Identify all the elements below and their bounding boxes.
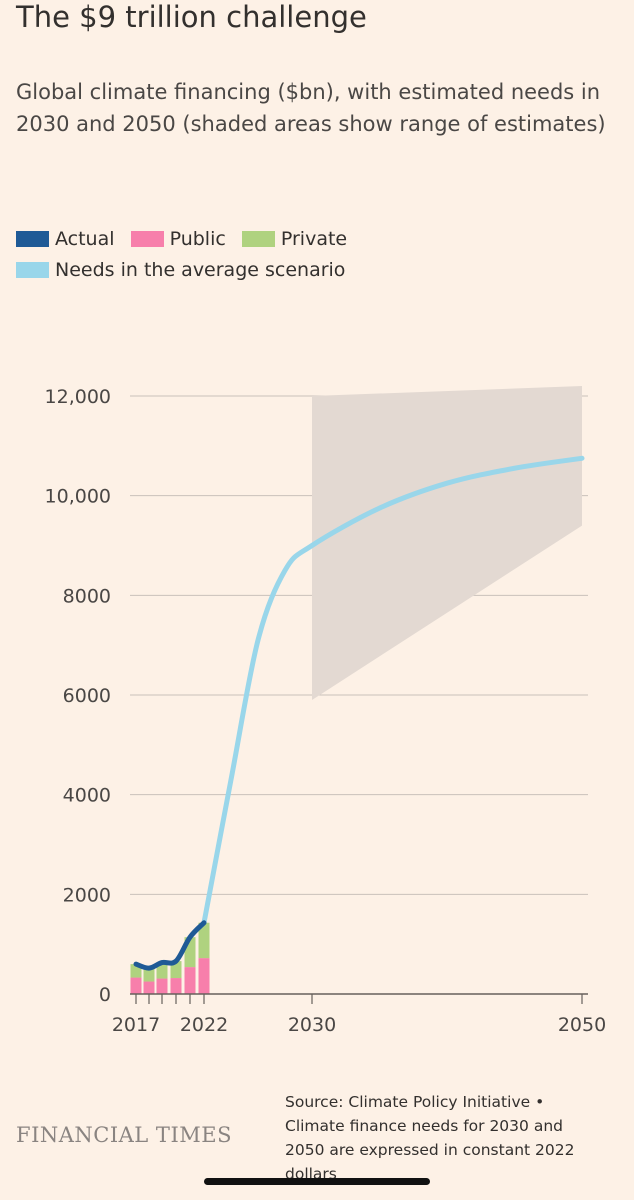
y-tick-label: 4000 [63,785,111,807]
chart-subtitle: Global climate financing ($bn), with est… [16,80,606,136]
legend-needs-label: Needs in the average scenario [55,259,346,281]
series-line-needs [201,455,585,926]
bar-public [170,978,182,994]
bar-private [184,937,196,968]
legend-row-1: Actual Public Private [16,228,357,252]
x-tick-label: 2050 [558,1014,606,1036]
bar-public [143,981,155,994]
source-note: Source: Climate Policy Initiative • Clim… [285,1093,575,1183]
legend-row-2: Needs in the average scenario [16,259,355,283]
legend-private: Private [241,228,348,250]
chart-title: The $9 trillion challenge [16,0,367,34]
x-tick-label: 2022 [180,1014,228,1036]
bar-private [170,961,182,979]
bar-private [156,962,168,979]
bar-private [198,922,210,959]
ft-logo: FINANCIAL TIMES [16,1123,232,1147]
x-tick-label: 2017 [112,1014,160,1036]
y-tick-label: 6000 [63,685,111,707]
bar-public [156,978,168,994]
range-band [312,386,582,700]
bar-public [130,977,142,994]
legend-actual-label: Actual [55,228,115,250]
legend-actual-swatch [16,231,49,247]
legend-public-label: Public [169,228,226,250]
bar-private [130,964,142,978]
legend-private-label: Private [280,228,348,250]
legend-public-swatch [130,231,164,247]
y-tick-label: 0 [99,984,111,1006]
legend-needs-swatch [16,262,49,278]
bar-public [184,967,196,994]
bar-private [143,968,155,982]
y-tick-label: 2000 [63,884,111,906]
y-tick-label: 10,000 [45,486,111,508]
x-tick-label: 2030 [288,1014,336,1036]
y-tick-label: 12,000 [45,386,111,408]
legend-public: Public [130,228,226,250]
bar-public [198,958,210,994]
legend-actual: Actual [16,228,115,250]
legend-needs: Needs in the average scenario [16,259,345,281]
legend-private-swatch [241,231,275,247]
home-indicator [204,1178,430,1185]
chart-plot: 0 2000 4000 6000 8000 10,000 12,000 2017 2022 203… [45,386,607,1036]
y-tick-label: 8000 [63,585,111,607]
series-line-actual [133,920,207,971]
